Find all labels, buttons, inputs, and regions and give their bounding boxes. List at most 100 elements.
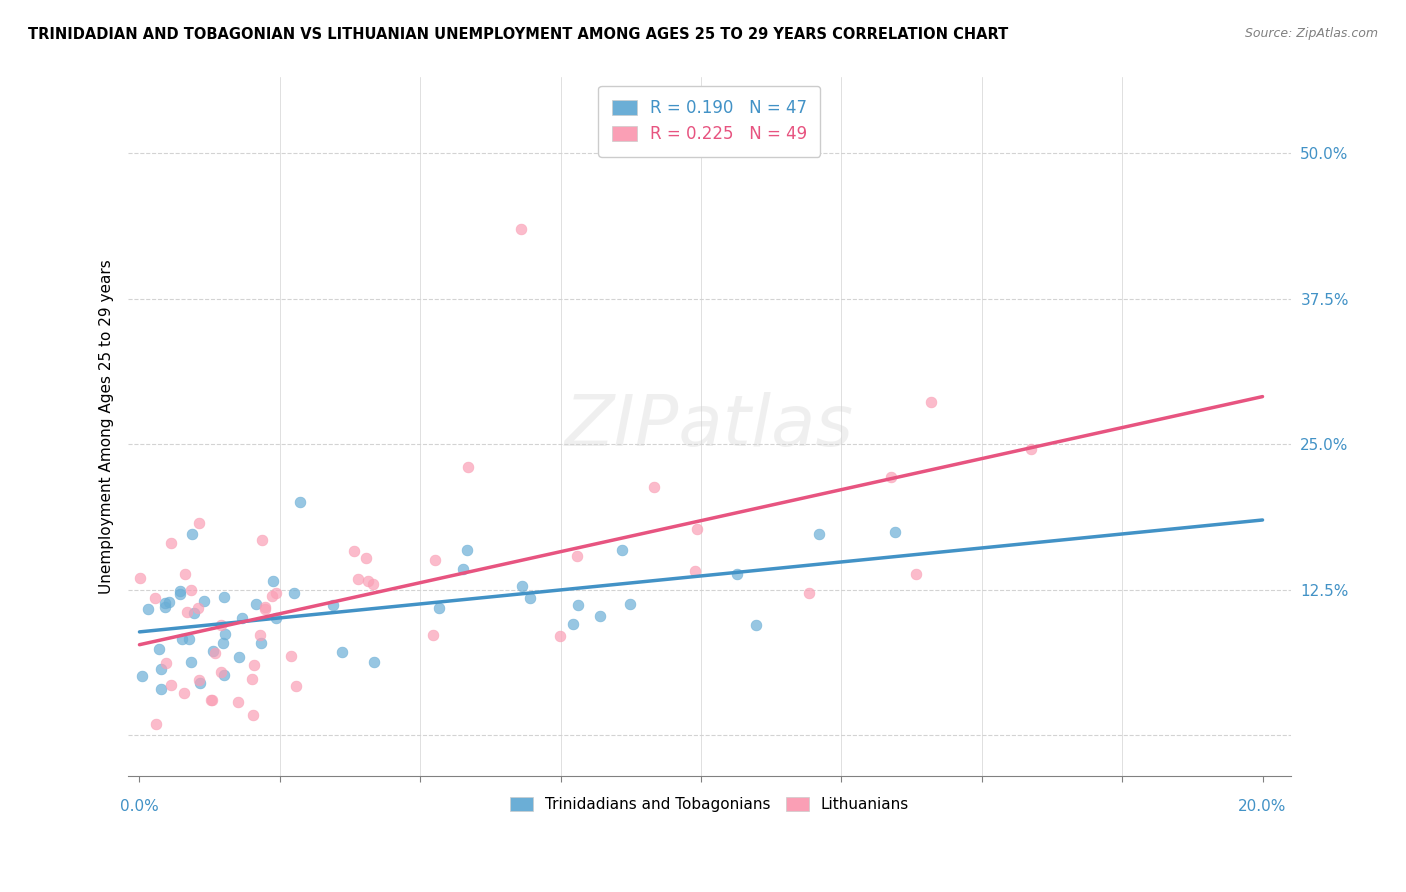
Point (357, 574, 380, 588)
Point (422, 627, 444, 641)
Point (180, 656, 202, 670)
Point (173, 567, 195, 582)
Point (510, 222, 533, 236)
Point (172, 632, 194, 647)
Point (212, 635, 235, 649)
Point (264, 610, 287, 624)
Legend: Trinidadians and Tobagonians, Lithuanians: Trinidadians and Tobagonians, Lithuanian… (498, 785, 921, 824)
Point (423, 553, 446, 567)
Point (242, 707, 264, 722)
Point (884, 525, 907, 540)
Point (343, 544, 366, 558)
Point (202, 643, 225, 657)
Point (361, 577, 384, 591)
Point (243, 658, 266, 673)
Point (204, 646, 226, 660)
Text: TRINIDADIAN AND TOBAGONIAN VS LITHUANIAN UNEMPLOYMENT AMONG AGES 25 TO 29 YEARS : TRINIDADIAN AND TOBAGONIAN VS LITHUANIAN… (28, 27, 1008, 42)
Point (567, 598, 589, 612)
Point (214, 626, 236, 640)
Point (169, 584, 191, 599)
Point (150, 662, 173, 676)
Point (176, 606, 198, 620)
Text: 0.0%: 0.0% (120, 799, 159, 814)
Point (457, 459, 479, 474)
Point (212, 667, 235, 681)
Point (188, 676, 211, 690)
Point (153, 595, 176, 609)
Point (173, 685, 195, 699)
Point (240, 672, 263, 686)
Point (284, 679, 307, 693)
Point (155, 657, 177, 671)
Point (330, 645, 353, 659)
Point (346, 572, 368, 586)
Point (150, 682, 173, 697)
Point (904, 567, 927, 582)
Point (145, 716, 167, 731)
Point (129, 571, 152, 585)
Point (1021, 442, 1043, 456)
Point (519, 591, 541, 606)
Point (181, 527, 204, 541)
Point (262, 574, 284, 588)
Point (169, 587, 191, 601)
Point (808, 527, 831, 541)
Text: Source: ZipAtlas.com: Source: ZipAtlas.com (1244, 27, 1378, 40)
Point (249, 628, 271, 642)
Point (155, 600, 177, 615)
Point (322, 598, 344, 612)
Point (136, 601, 159, 615)
Point (744, 617, 766, 632)
Y-axis label: Unemployment Among Ages 25 to 29 years: Unemployment Among Ages 25 to 29 years (100, 260, 114, 594)
Point (685, 565, 707, 579)
Point (250, 533, 273, 547)
Point (180, 583, 202, 598)
Point (245, 597, 267, 611)
Point (200, 693, 222, 707)
Point (231, 611, 253, 625)
Point (260, 589, 283, 603)
Point (250, 635, 273, 649)
Point (561, 616, 583, 631)
Point (550, 629, 572, 643)
Point (254, 602, 277, 616)
Point (226, 695, 249, 709)
Point (619, 597, 641, 611)
Point (193, 593, 215, 607)
Point (148, 641, 170, 656)
Point (183, 607, 205, 621)
Point (209, 665, 232, 679)
Point (253, 600, 276, 615)
Point (879, 469, 901, 483)
Point (725, 566, 748, 581)
Point (187, 673, 209, 687)
Point (280, 648, 302, 663)
Point (143, 591, 166, 606)
Point (179, 632, 201, 646)
Point (610, 543, 633, 558)
Point (920, 395, 942, 409)
Point (288, 495, 311, 509)
Point (686, 522, 709, 536)
Point (354, 551, 377, 566)
Point (160, 678, 183, 692)
Point (187, 601, 209, 615)
Point (201, 693, 224, 707)
Point (589, 609, 612, 624)
Point (188, 516, 211, 531)
Point (456, 543, 478, 558)
Text: 20.0%: 20.0% (1239, 799, 1286, 814)
Point (228, 649, 250, 664)
Point (363, 655, 385, 669)
Text: ZIPatlas: ZIPatlas (565, 392, 853, 461)
Point (643, 480, 665, 494)
Point (797, 586, 820, 600)
Point (451, 562, 474, 576)
Point (159, 535, 181, 549)
Point (157, 595, 180, 609)
Point (512, 579, 534, 593)
Point (212, 590, 235, 604)
Point (565, 549, 588, 563)
Point (283, 585, 305, 599)
Point (427, 601, 450, 615)
